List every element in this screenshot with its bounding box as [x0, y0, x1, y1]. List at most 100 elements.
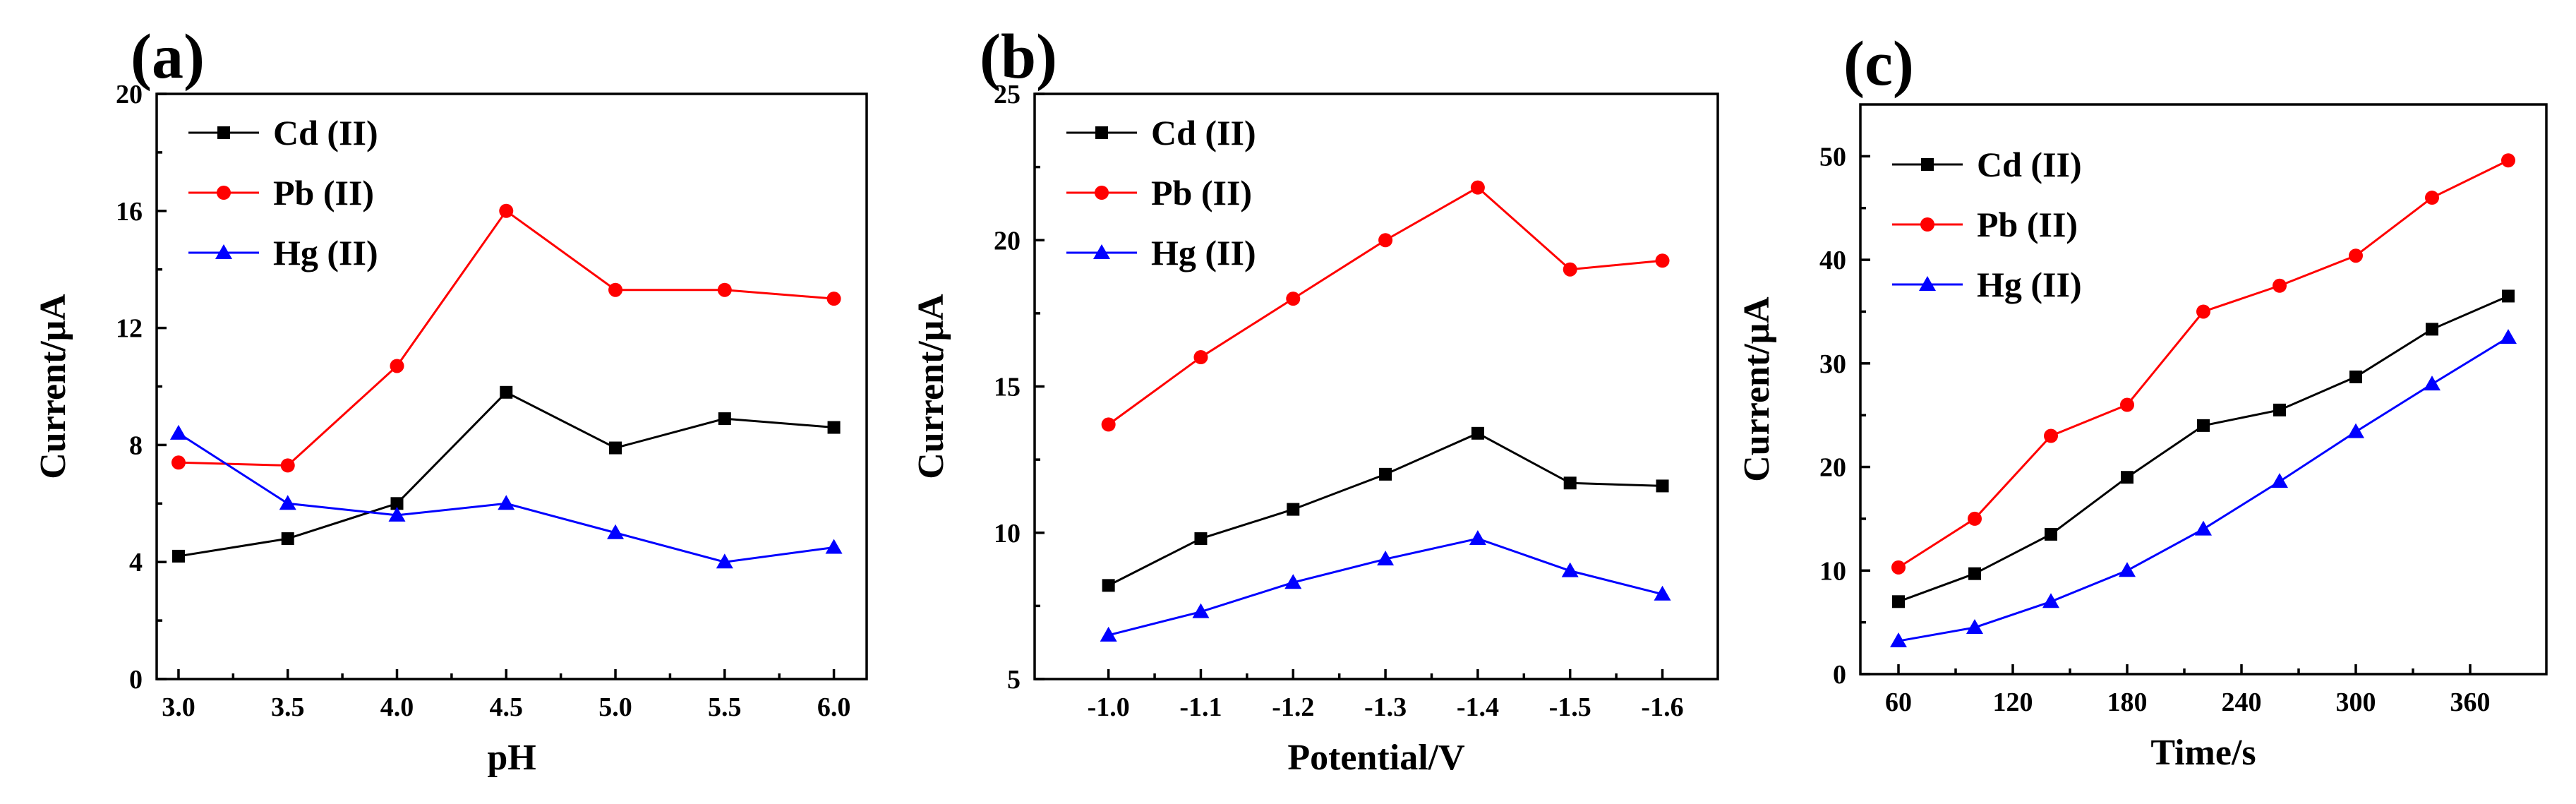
data-point [169, 424, 187, 440]
legend-marker [215, 244, 232, 259]
series-cd [171, 385, 841, 563]
panel-label: (b) [980, 22, 1057, 92]
panel-label: (a) [131, 22, 205, 92]
data-point [2045, 527, 2057, 541]
data-point [2119, 562, 2136, 577]
data-point [1101, 417, 1116, 432]
data-point [2042, 593, 2059, 608]
data-point [279, 495, 296, 510]
x-tick-label: 240 [2222, 688, 2262, 717]
plot-frame [1033, 92, 1719, 680]
x-tick-label: 360 [2450, 688, 2491, 717]
data-point [388, 506, 406, 522]
legend-entry: Pb (II) [1066, 173, 1252, 212]
legend-entry: Cd (II) [188, 113, 378, 152]
legend-entry: Cd (II) [1892, 145, 2082, 184]
x-tick-label: 3.0 [162, 692, 195, 722]
data-point [1193, 350, 1208, 365]
y-tick-label: 30 [1819, 349, 1846, 379]
data-point [2349, 370, 2362, 383]
data-point [1378, 233, 1393, 248]
data-point [2501, 153, 2515, 168]
data-point [2273, 278, 2287, 293]
data-point [1891, 560, 1906, 575]
y-tick-label: 20 [116, 80, 143, 109]
panel-b: -1.0 -1.1 -1.2 -1.3 -1.4 -1.5 -1.6 5 10 15 20 25 Pot… [911, 22, 1719, 778]
legend-label: Hg (II) [273, 233, 378, 272]
legend-marker [1919, 276, 1936, 291]
legend-marker [217, 186, 231, 200]
data-point [825, 539, 843, 554]
panel-label: (c) [1843, 29, 1914, 99]
y-tick-label: 10 [994, 519, 1021, 548]
y-tick-label: 25 [994, 80, 1021, 109]
legend-label: Pb (II) [273, 173, 374, 212]
y-tick-label: 40 [1819, 246, 1846, 275]
y-tick-label: 20 [1819, 453, 1846, 483]
data-point [1102, 579, 1115, 592]
x-tick-label: 180 [2107, 688, 2148, 717]
data-point [171, 549, 185, 563]
data-point [718, 412, 731, 426]
x-tick-label: 3.5 [271, 692, 305, 722]
data-point [1968, 511, 1982, 526]
series-pb [1101, 180, 1670, 432]
legend-marker [1921, 158, 1934, 171]
data-point [1471, 426, 1484, 440]
data-point [1287, 503, 1300, 516]
data-point [1470, 180, 1485, 195]
data-point [1655, 253, 1670, 268]
x-tick-label: -1.1 [1179, 692, 1222, 722]
data-point [1100, 626, 1117, 642]
data-point [2271, 473, 2288, 488]
series-line [1898, 336, 2509, 642]
data-point [1968, 567, 1981, 580]
data-point [608, 282, 623, 297]
series-hg [1890, 329, 2517, 648]
data-point [716, 553, 733, 569]
x-axis-title: Potential/V [1287, 738, 1464, 778]
data-point [1563, 476, 1577, 490]
data-point [498, 495, 515, 510]
legend-label: Hg (II) [1151, 233, 1256, 272]
legend-entry: Pb (II) [1892, 205, 2078, 244]
x-tick-label: 120 [1993, 688, 2033, 717]
data-point [1192, 603, 1210, 618]
x-axis-title: pH [487, 738, 536, 778]
legend-label: Pb (II) [1977, 205, 2078, 244]
data-point [609, 441, 622, 455]
data-point [2425, 191, 2439, 205]
x-tick-label: -1.0 [1088, 692, 1130, 722]
data-point [1966, 618, 1983, 634]
x-tick-label: 4.0 [380, 692, 414, 722]
y-tick-label: 20 [994, 226, 1021, 256]
data-point [390, 359, 404, 373]
y-tick-label: 0 [129, 665, 143, 695]
x-tick-label: 4.5 [490, 692, 524, 722]
data-point [1561, 562, 1579, 577]
data-point [2273, 403, 2286, 416]
data-point [2195, 520, 2212, 536]
x-tick-label: -1.4 [1457, 692, 1499, 722]
x-tick-label: -1.6 [1641, 692, 1683, 722]
legend-label: Cd (II) [1151, 113, 1256, 152]
data-point [500, 385, 513, 399]
legend-entry: Hg (II) [188, 233, 378, 272]
y-tick-label: 10 [1819, 556, 1846, 586]
legend-entry: Hg (II) [1892, 265, 2082, 304]
data-point [1892, 595, 1905, 608]
panel-c: 60 120 180 240 300 360 0 10 20 30 40 50 Time/s Curren… [1737, 29, 2548, 773]
legend-label: Pb (II) [1151, 173, 1252, 212]
data-point [2196, 304, 2210, 319]
data-point [827, 421, 841, 434]
data-point [1563, 262, 1577, 277]
legend-marker [1920, 217, 1934, 232]
legend-marker [1093, 244, 1110, 259]
legend-entry: Pb (II) [188, 173, 374, 212]
legend-entry: Hg (II) [1066, 233, 1256, 272]
legend-label: Hg (II) [1977, 265, 2082, 304]
data-point [171, 455, 186, 470]
series-cd [1102, 426, 1669, 592]
data-point [1286, 292, 1301, 306]
